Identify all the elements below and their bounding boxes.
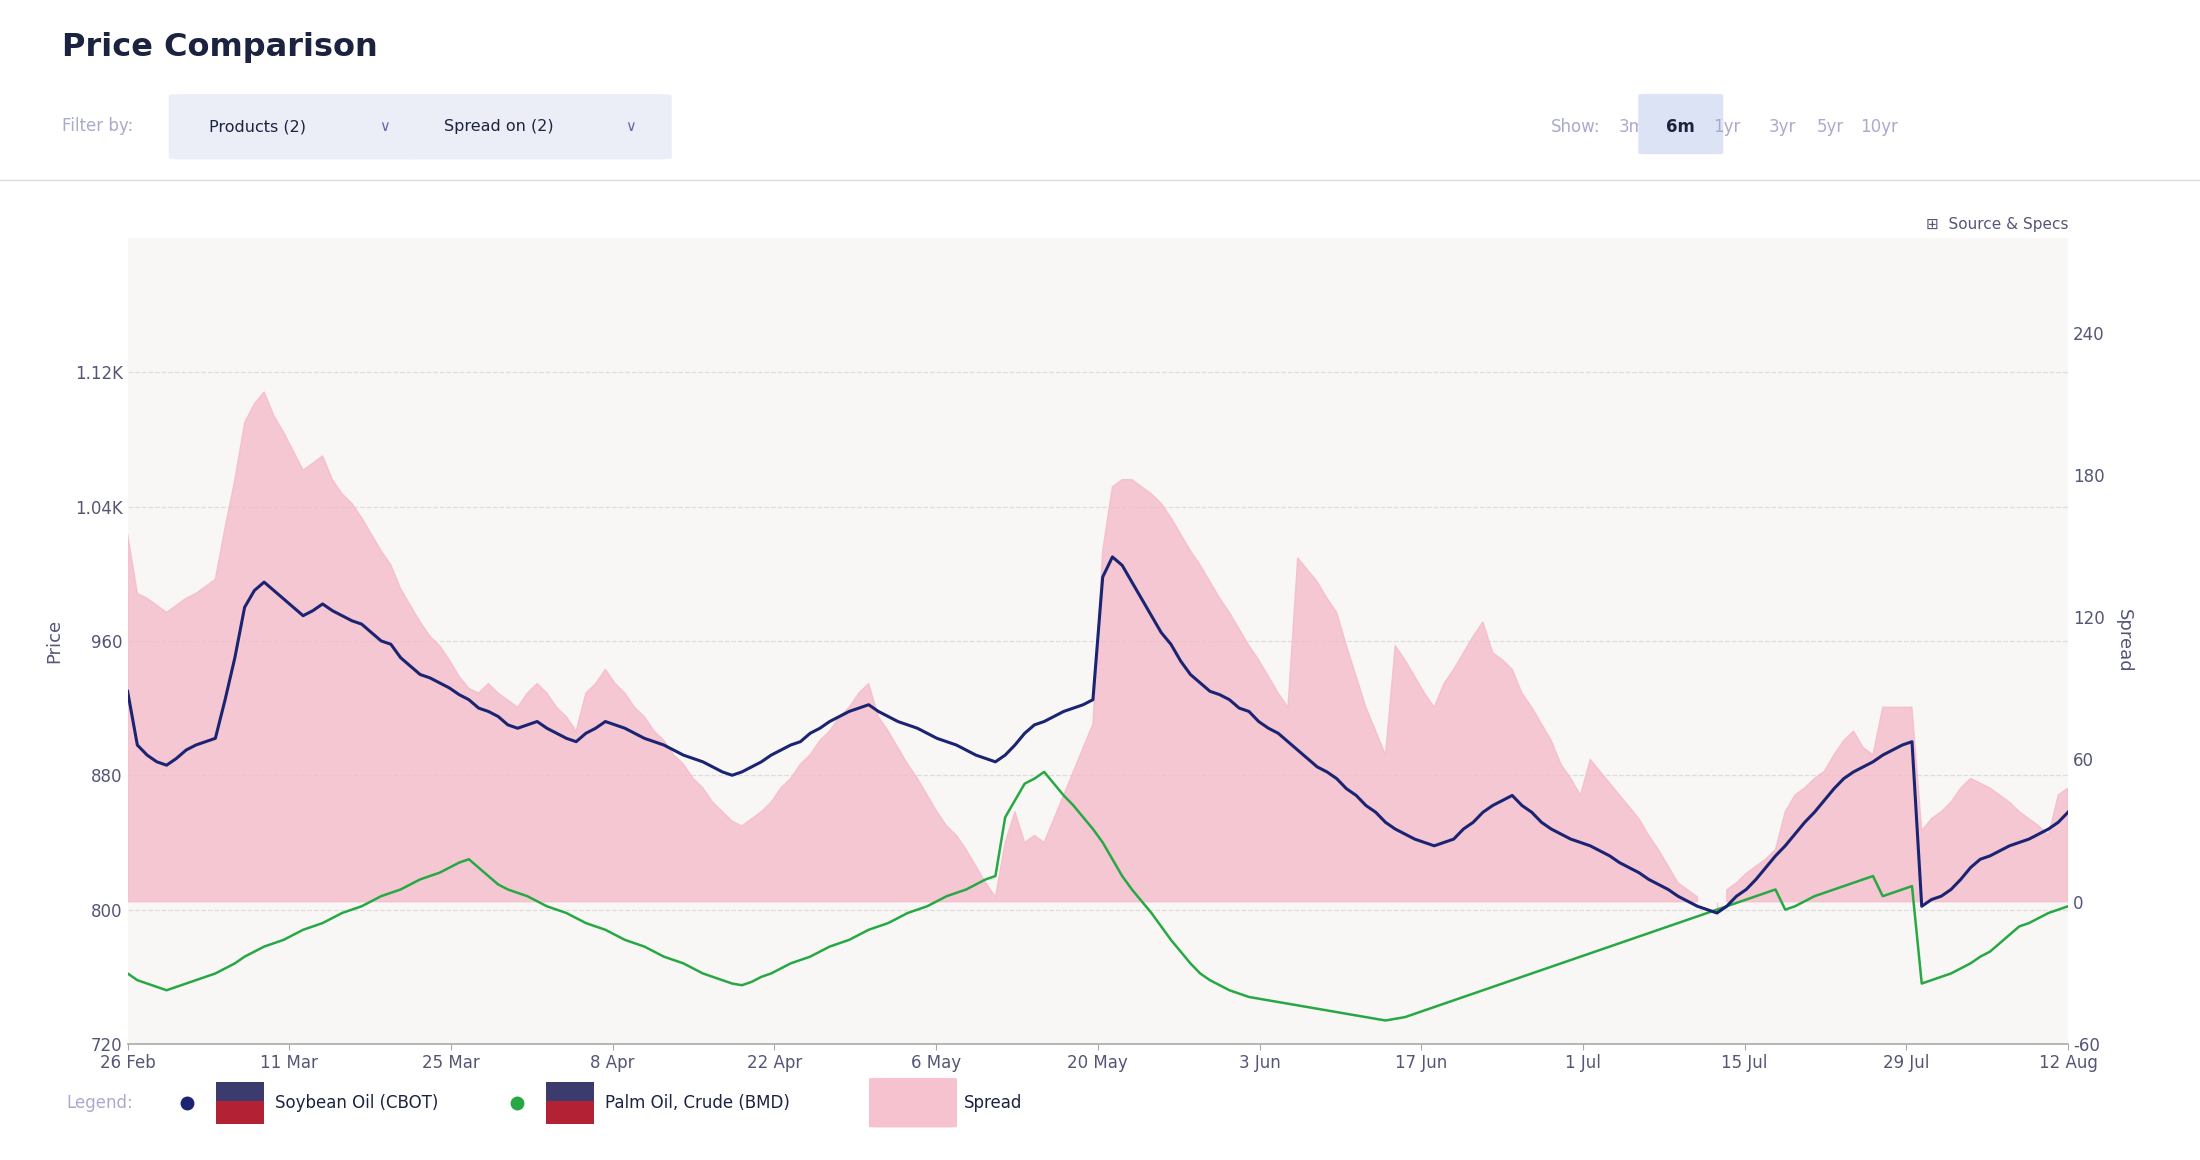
FancyBboxPatch shape bbox=[169, 95, 425, 159]
Text: ⊞  Source & Specs: ⊞ Source & Specs bbox=[1925, 217, 2068, 232]
Text: 5yr: 5yr bbox=[1817, 118, 1844, 136]
Text: ∨: ∨ bbox=[378, 119, 389, 135]
Text: Legend:: Legend: bbox=[66, 1094, 132, 1111]
Bar bbox=[216, 1082, 264, 1101]
Text: 10yr: 10yr bbox=[1859, 118, 1899, 136]
Text: 6m: 6m bbox=[1665, 118, 1696, 136]
Text: Soybean Oil (CBOT): Soybean Oil (CBOT) bbox=[275, 1094, 438, 1111]
Y-axis label: Price: Price bbox=[46, 618, 64, 664]
FancyBboxPatch shape bbox=[869, 1078, 957, 1128]
FancyBboxPatch shape bbox=[405, 95, 671, 159]
FancyBboxPatch shape bbox=[1639, 95, 1723, 153]
Text: Products (2): Products (2) bbox=[209, 119, 306, 135]
Text: 3yr: 3yr bbox=[1769, 118, 1795, 136]
Text: 3m: 3m bbox=[1619, 118, 1646, 136]
Text: Show:: Show: bbox=[1551, 118, 1602, 136]
Text: Palm Oil, Crude (BMD): Palm Oil, Crude (BMD) bbox=[605, 1094, 790, 1111]
Bar bbox=[546, 1082, 594, 1101]
Y-axis label: Spread: Spread bbox=[2114, 609, 2132, 673]
Text: Filter by:: Filter by: bbox=[62, 117, 132, 135]
Bar bbox=[546, 1101, 594, 1124]
Text: Spread on (2): Spread on (2) bbox=[444, 119, 554, 135]
Text: 1yr: 1yr bbox=[1714, 118, 1740, 136]
Text: ∨: ∨ bbox=[625, 119, 636, 135]
Bar bbox=[216, 1101, 264, 1124]
Text: Price Comparison: Price Comparison bbox=[62, 32, 378, 64]
Text: Spread: Spread bbox=[964, 1094, 1023, 1111]
